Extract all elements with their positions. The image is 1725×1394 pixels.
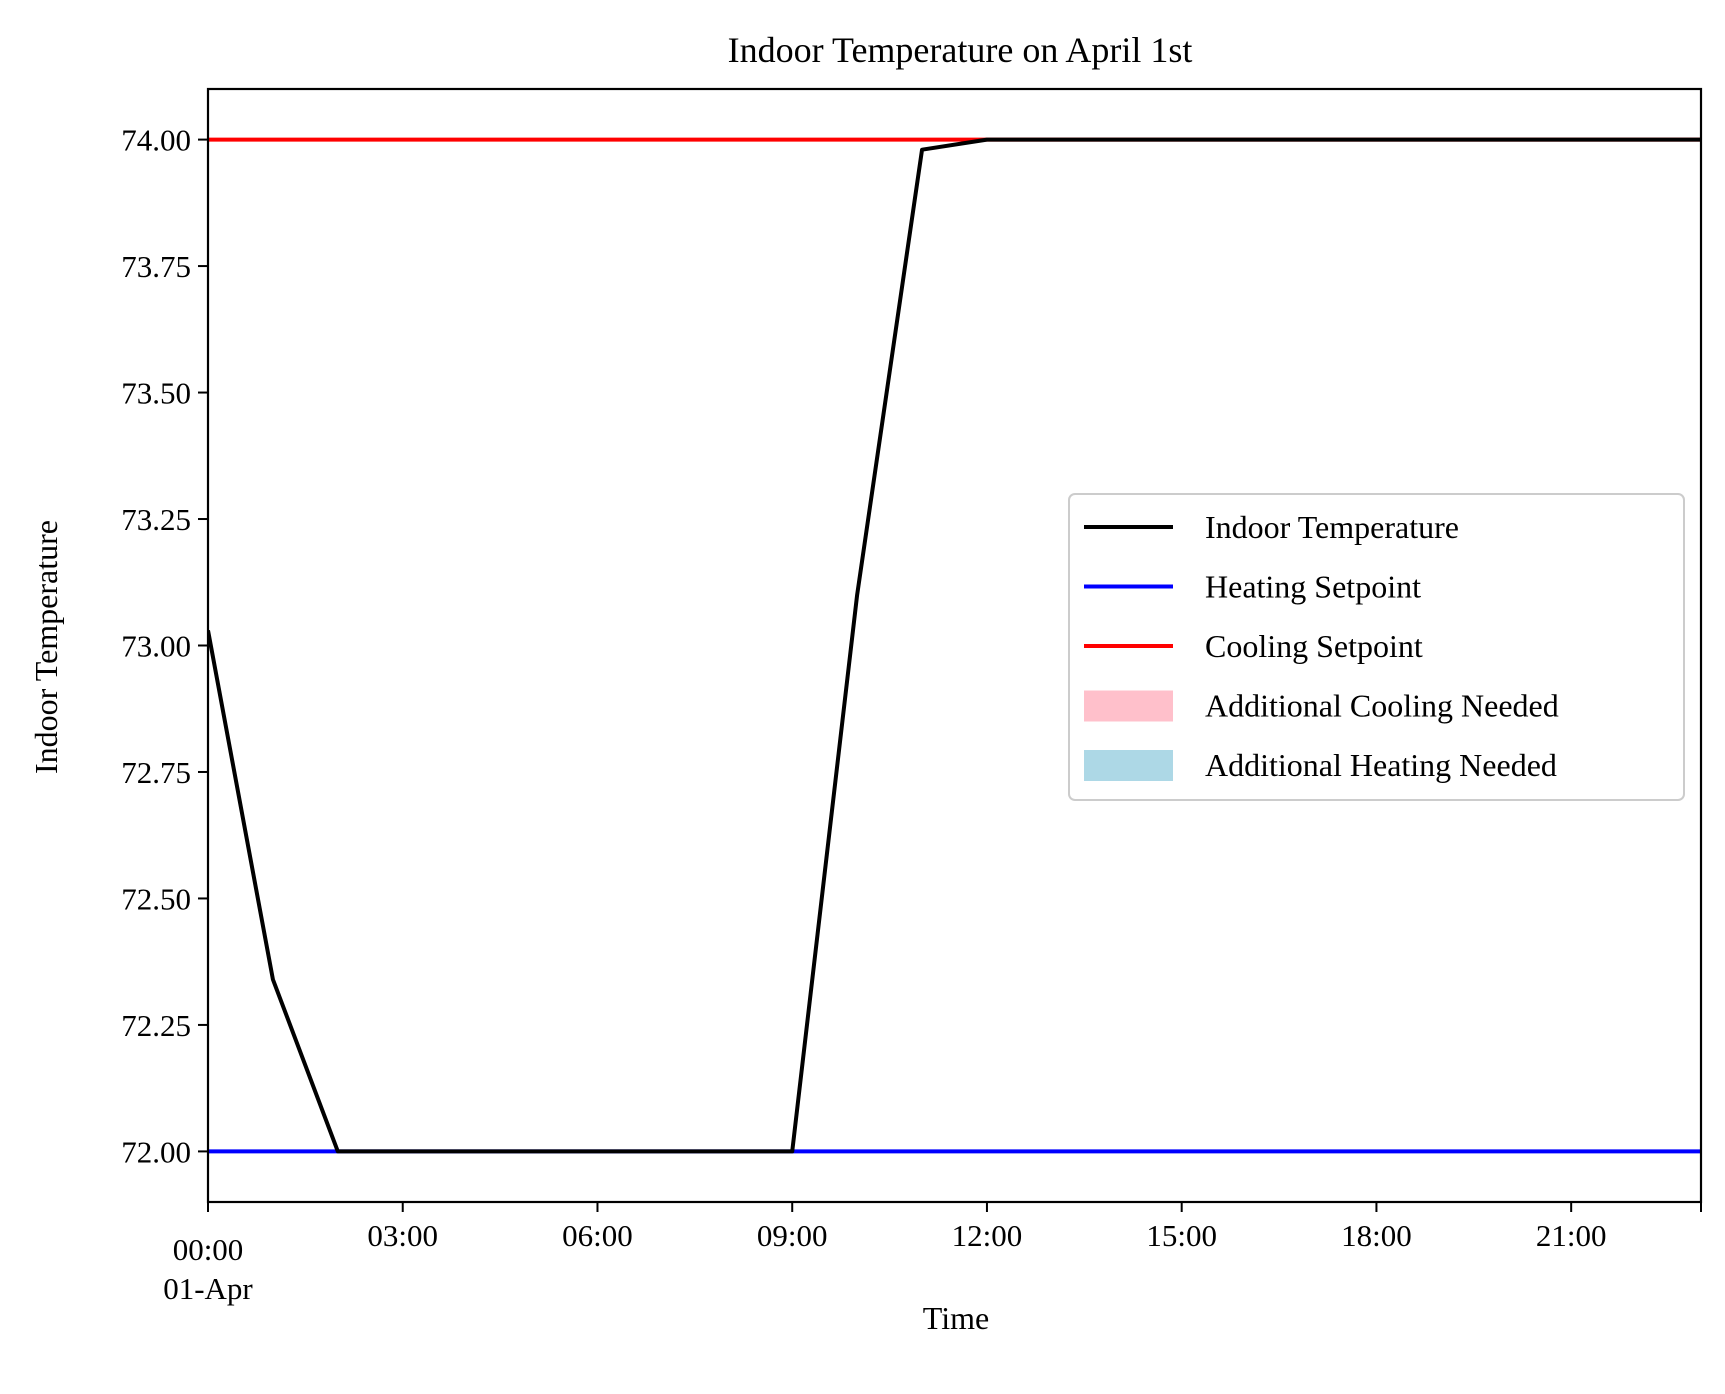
y-tick-label: 73.50 — [121, 376, 191, 411]
x-tick-sublabel: 01-Apr — [163, 1271, 253, 1306]
series-line-indoor-temperature — [208, 137, 1701, 1154]
series-group — [208, 137, 1701, 1154]
x-tick-label: 21:00 — [1536, 1218, 1607, 1253]
y-tick-label: 73.75 — [121, 249, 191, 284]
x-tick-label: 12:00 — [952, 1218, 1023, 1253]
y-tick-label: 73.25 — [121, 502, 191, 537]
y-tick-label: 73.00 — [121, 629, 191, 664]
x-axis: 00:00 01-Apr 03:00 06:00 09:00 12:00 15:00 18:0… — [163, 1202, 1702, 1306]
y-tick-label: 72.50 — [121, 881, 191, 916]
y-axis-label: Indoor Temperature — [28, 520, 64, 774]
legend-box — [1068, 493, 1685, 801]
x-tick-label: 15:00 — [1146, 1218, 1217, 1253]
x-axis-label: Time — [923, 1300, 989, 1336]
y-tick-label: 72.75 — [121, 755, 191, 790]
legend-label-additional-heating-needed: Additional Heating Needed — [1205, 747, 1557, 783]
x-tick-label: 06:00 — [562, 1218, 633, 1253]
chart-title: Indoor Temperature on April 1st — [728, 30, 1193, 70]
legend-label-heating-setpoint: Heating Setpoint — [1205, 569, 1421, 605]
y-axis: 72.00 72.25 72.50 72.75 73.00 73.25 73.50 73.75… — [121, 123, 208, 1169]
x-tick-label: 18:00 — [1341, 1218, 1412, 1253]
x-tick-label: 03:00 — [367, 1218, 438, 1253]
x-tick-label: 09:00 — [757, 1218, 828, 1253]
legend-label-additional-cooling-needed: Additional Cooling Needed — [1205, 688, 1559, 724]
legend-swatch-additional-cooling-needed — [1084, 690, 1173, 722]
y-tick-label: 74.00 — [121, 123, 191, 158]
legend-swatch-additional-heating-needed — [1084, 750, 1173, 781]
y-tick-label: 72.25 — [121, 1008, 191, 1043]
legend-label-indoor-temperature: Indoor Temperature — [1205, 509, 1459, 545]
legend-label-cooling-setpoint: Cooling Setpoint — [1205, 628, 1423, 664]
legend: Indoor Temperature Heating Setpoint Coolin… — [1068, 493, 1685, 801]
y-tick-label: 72.00 — [121, 1134, 191, 1169]
x-tick-label: 00:00 — [173, 1232, 244, 1267]
